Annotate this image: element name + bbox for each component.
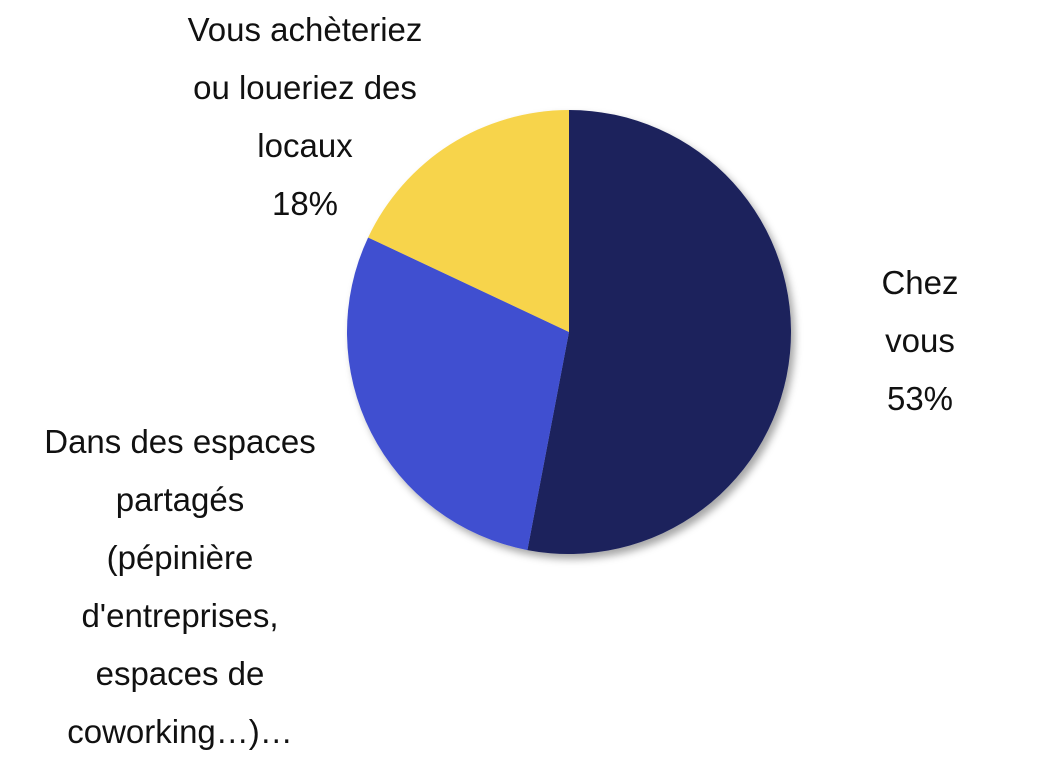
- category-label: Chez vous: [881, 264, 959, 359]
- pie-slice: [527, 110, 792, 555]
- value-label: 53%: [886, 380, 954, 417]
- value-label: 18%: [271, 185, 339, 222]
- pie-slice: [368, 110, 569, 332]
- slice-label: Vous achèteriez ou loueriez des locaux 18…: [188, 1, 423, 233]
- slice-label: Chez vous 53%: [858, 254, 983, 428]
- category-label: Vous achèteriez ou loueriez des locaux: [187, 11, 423, 164]
- pie: [347, 110, 792, 555]
- slice-label: Dans des espaces partagés (pépinière d'e…: [44, 413, 316, 761]
- category-label: Dans des espaces partagés (pépinière d'e…: [44, 423, 316, 750]
- pie-slice: [347, 237, 569, 551]
